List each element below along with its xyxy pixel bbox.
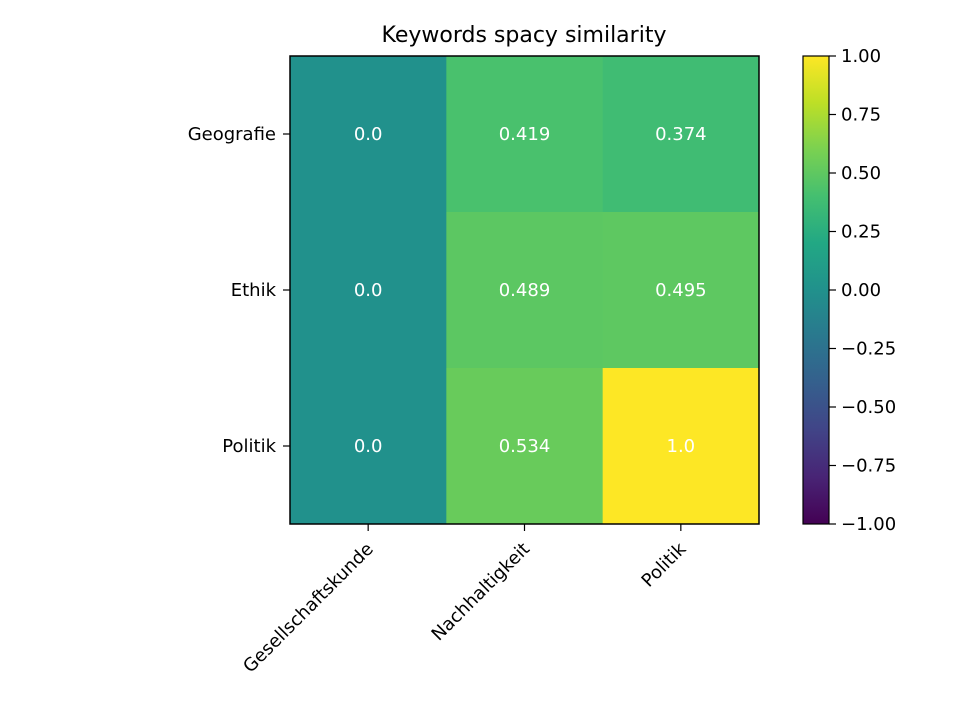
heatmap-cell	[446, 368, 604, 525]
x-tick-label: Politik	[638, 538, 691, 591]
cell-value-label: 0.534	[499, 436, 551, 457]
y-tick-label: Geografie	[188, 124, 276, 145]
y-tick-label: Ethik	[231, 280, 277, 301]
cell-value-label: 0.495	[655, 280, 707, 301]
chart-title: Keywords spacy similarity	[382, 23, 667, 48]
cell-value-label: 0.0	[354, 124, 383, 145]
cell-value-label: 0.374	[655, 124, 707, 145]
y-tick-label: Politik	[222, 436, 276, 457]
cell-value-label: 0.419	[499, 124, 551, 145]
colorbar-tick-label: −1.00	[841, 514, 896, 535]
cell-value-label: 0.0	[354, 436, 383, 457]
colorbar-tick-label: −0.50	[841, 397, 896, 418]
colorbar-tick-label: 0.50	[841, 163, 881, 184]
heatmap-cell	[446, 56, 604, 213]
colorbar-tick-label: 0.00	[841, 280, 881, 301]
colorbar-tick-label: −0.75	[841, 456, 896, 477]
x-tick-label: Nachhaltigkeit	[428, 539, 535, 646]
colorbar-tick-label: −0.25	[841, 339, 896, 360]
heatmap-cell	[290, 212, 447, 369]
cell-value-label: 1.0	[667, 436, 696, 457]
colorbar	[802, 55, 830, 525]
heatmap-cell	[446, 212, 604, 369]
heatmap-cell	[290, 56, 447, 213]
colorbar-tick-label: 1.00	[841, 46, 881, 67]
heatmap-cell	[602, 56, 760, 213]
heatmap-cell	[290, 368, 447, 525]
colorbar-tick-label: 0.25	[841, 222, 881, 243]
heatmap-cell	[602, 212, 760, 369]
x-tick-label: Gesellschaftskunde	[239, 539, 377, 677]
heatmap-cell	[602, 368, 760, 525]
colorbar-tick-label: 0.75	[841, 105, 881, 126]
cell-value-label: 0.489	[499, 280, 551, 301]
cell-value-label: 0.0	[354, 280, 383, 301]
